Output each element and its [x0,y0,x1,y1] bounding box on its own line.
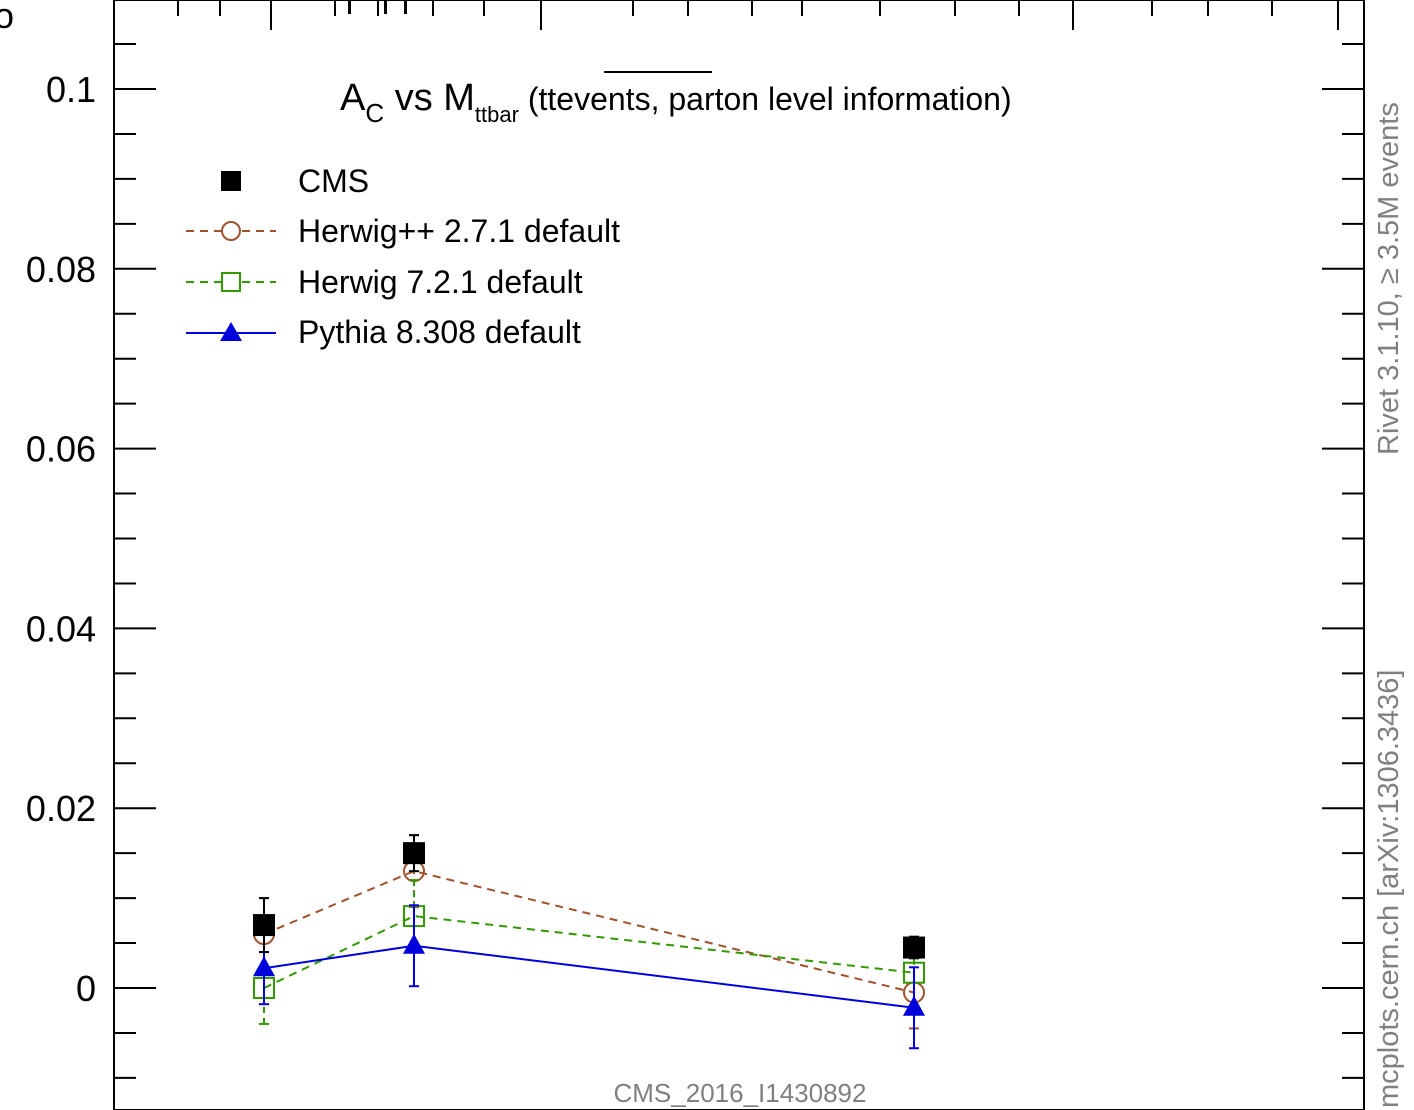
mcplots-label: mcplots.cern.ch [arXiv:1306.3436] [1373,670,1405,1108]
y-tick-label: 0.04 [26,608,96,649]
y-tick-label: 0.08 [26,249,96,290]
svg-text:Herwig 7.2.1 default: Herwig 7.2.1 default [298,264,583,300]
plot-frame [113,0,1365,1110]
data-point [903,995,925,1016]
y-tick-label: 0.02 [26,788,96,829]
y-tick-label: 0 [76,968,96,1009]
data-point [253,914,275,937]
data-point [903,936,925,959]
series-line [263,944,915,1009]
legend-entry-herwigpp: Herwig++ 2.7.1 default [186,213,620,249]
analysis-label: CMS_2016_I1430892 [614,1078,867,1108]
data-point [253,956,275,977]
series-0 [253,834,925,960]
axis-ticks [114,0,1364,1079]
series-line [263,915,915,989]
y-tick-labels: 0 0.02 0.04 0.06 0.08 0.1 [26,69,96,1009]
svg-text:Pythia 8.308 default: Pythia 8.308 default [298,314,581,350]
legend-entry-cms: CMS [221,163,369,199]
svg-text:Herwig++ 2.7.1 default: Herwig++ 2.7.1 default [298,213,620,249]
y-tick-label: 0.06 [26,429,96,470]
y-tick-label: 0.1 [46,69,96,110]
svg-text:CMS: CMS [298,163,369,199]
series-3 [253,904,925,1050]
series-1 [253,834,925,1030]
series-layer [253,834,925,1050]
series-line [263,870,915,994]
data-point [403,933,425,954]
legend-entry-pythia: Pythia 8.308 default [186,314,581,350]
data-point [403,842,425,865]
legend: CMS Herwig++ 2.7.1 default Herwig 7.2.1 … [186,163,620,350]
top-title-fragment [348,0,407,14]
y-axis-label-fragment: o [0,0,14,36]
legend-entry-herwig7: Herwig 7.2.1 default [186,264,583,300]
series-2 [253,879,925,1025]
plot-title: AC vs Mttbar (ttevents, parton level inf… [340,77,1012,128]
rivet-label: Rivet 3.1.10, ≥ 3.5M events [1373,102,1405,455]
